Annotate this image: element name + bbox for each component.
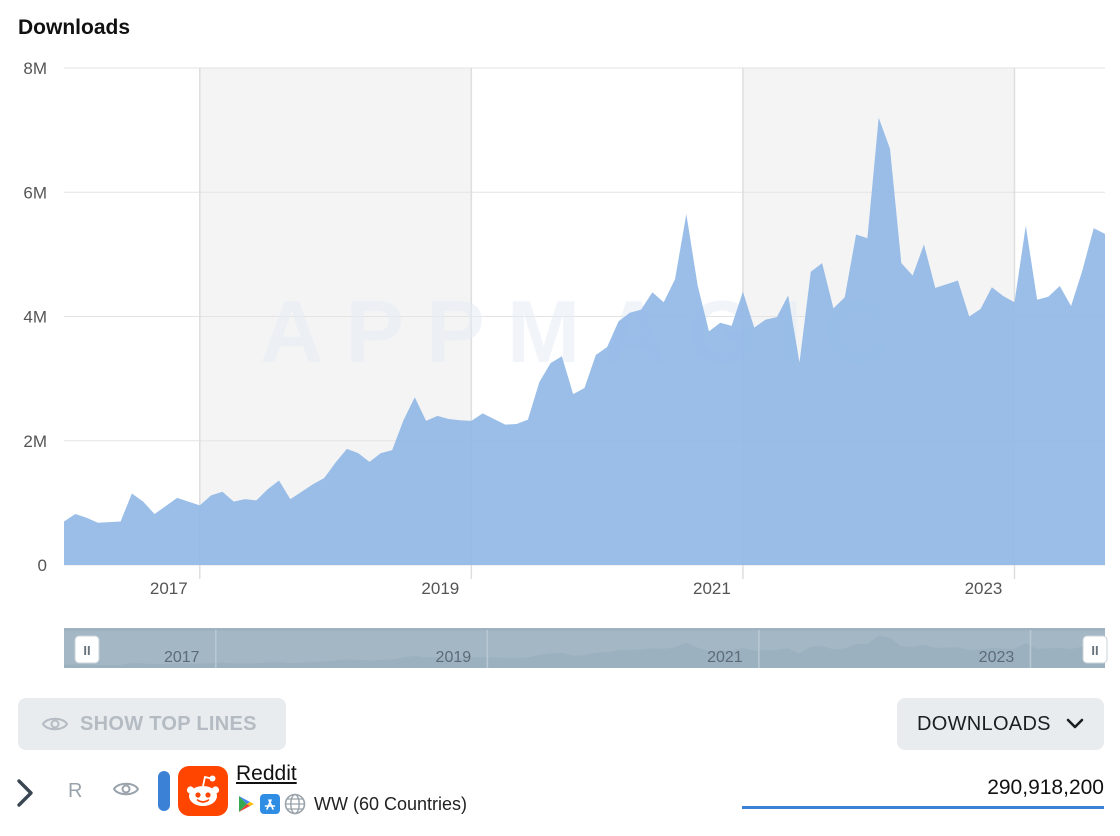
navigator-label: 2021: [707, 649, 743, 666]
chevron-right-icon[interactable]: [14, 778, 36, 808]
region-label: WW (60 Countries): [314, 793, 468, 814]
app-row[interactable]: R Reddit WW (60 Countries): [0, 758, 1120, 828]
app-store-icon: [260, 794, 280, 814]
chart-title: Downloads: [18, 16, 131, 39]
metric-dropdown-label: DOWNLOADS: [917, 712, 1051, 735]
series-color-indicator: [158, 771, 170, 811]
y-tick-label: 0: [38, 556, 47, 575]
google-play-icon: [239, 796, 254, 812]
svg-text:II: II: [1091, 643, 1098, 658]
y-tick-label: 6M: [23, 183, 47, 202]
eye-icon: [42, 717, 68, 731]
time-navigator[interactable]: 2017 2019 2021 2023 II II: [64, 628, 1108, 668]
navigator-mini-series: [64, 635, 1105, 668]
chevron-down-icon: [1066, 718, 1084, 729]
reddit-logo: [178, 766, 228, 816]
navigator-label: 2017: [164, 649, 200, 666]
y-tick-label: 4M: [23, 308, 47, 327]
navigator-label: 2019: [436, 649, 472, 666]
navigator-left-handle[interactable]: II: [74, 635, 100, 664]
x-tick-label: 2017: [150, 579, 188, 598]
x-tick-label: 2021: [693, 579, 731, 598]
metric-dropdown[interactable]: DOWNLOADS: [897, 698, 1104, 750]
show-top-lines-label: SHOW TOP LINES: [80, 712, 257, 735]
svg-text:II: II: [83, 643, 90, 658]
total-underline: [742, 806, 1104, 809]
y-tick-label: 8M: [23, 59, 47, 78]
x-tick-label: 2019: [421, 579, 459, 598]
y-tick-label: 2M: [23, 432, 47, 451]
globe-icon: [284, 793, 306, 815]
rank-label: R: [68, 780, 83, 802]
series-area-reddit: [64, 117, 1105, 565]
navigator-right-handle[interactable]: II: [1082, 635, 1108, 664]
store-icons: WW (60 Countries): [236, 793, 467, 815]
eye-icon[interactable]: [113, 780, 139, 798]
navigator-top-edge: [64, 628, 1105, 631]
x-tick-label: 2023: [965, 579, 1003, 598]
total-downloads-value: 290,918,200: [987, 776, 1104, 799]
app-name-link[interactable]: Reddit: [236, 762, 297, 785]
show-top-lines-button[interactable]: SHOW TOP LINES: [18, 698, 286, 750]
navigator-label: 2023: [979, 649, 1015, 666]
